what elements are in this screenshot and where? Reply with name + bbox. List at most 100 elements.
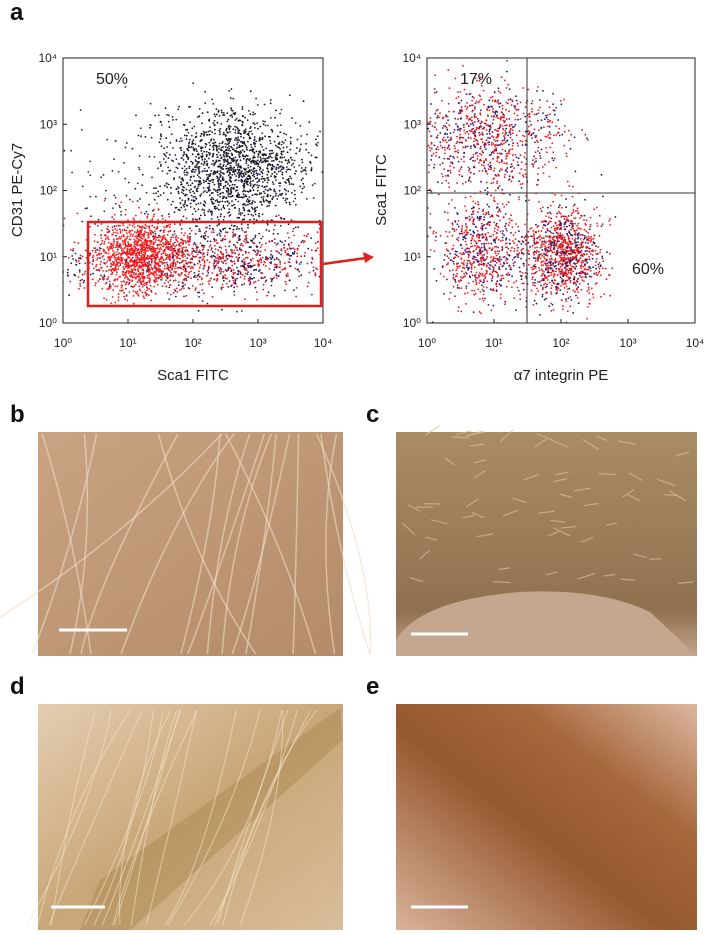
dot xyxy=(187,172,189,174)
dot xyxy=(290,141,292,143)
dot xyxy=(248,131,250,133)
dot xyxy=(129,266,131,268)
dot xyxy=(159,141,161,143)
dot xyxy=(222,284,224,286)
dot xyxy=(209,185,211,187)
dot xyxy=(194,196,196,198)
dot xyxy=(249,211,251,213)
dot xyxy=(210,170,212,172)
dot xyxy=(454,151,456,153)
dot xyxy=(219,143,221,145)
dot xyxy=(277,251,279,253)
dot xyxy=(112,289,114,291)
dot xyxy=(194,272,196,274)
dot xyxy=(187,237,189,239)
dot xyxy=(502,140,504,142)
dot xyxy=(189,233,191,235)
dot xyxy=(193,126,195,128)
dot xyxy=(184,174,186,176)
dot xyxy=(141,291,143,293)
dot xyxy=(223,219,225,221)
dot xyxy=(174,233,176,235)
dot xyxy=(100,253,102,255)
dot xyxy=(484,249,486,251)
dot xyxy=(294,198,296,200)
dot xyxy=(276,267,278,269)
dot xyxy=(185,278,187,280)
dot xyxy=(217,216,219,218)
dot xyxy=(205,180,207,182)
dot xyxy=(247,213,249,215)
dot xyxy=(275,205,277,207)
dot xyxy=(480,114,482,116)
dot xyxy=(195,159,197,161)
dot xyxy=(127,226,129,228)
dot xyxy=(159,185,161,187)
dot xyxy=(135,273,137,275)
dot xyxy=(227,212,229,214)
dot xyxy=(193,250,195,252)
dot xyxy=(207,240,209,242)
dot xyxy=(243,175,245,177)
dot xyxy=(489,133,491,135)
dot xyxy=(269,153,271,155)
dot xyxy=(95,251,97,253)
dot xyxy=(465,105,467,107)
dot xyxy=(497,128,499,130)
dot xyxy=(564,125,566,127)
dot xyxy=(487,281,489,283)
dot xyxy=(261,244,263,246)
dot xyxy=(269,140,271,142)
dot xyxy=(221,309,223,311)
dot xyxy=(220,123,222,125)
dot xyxy=(286,248,288,250)
dot xyxy=(525,173,527,175)
dot xyxy=(209,175,211,177)
dot xyxy=(540,157,542,159)
dot xyxy=(461,137,463,139)
dot xyxy=(240,141,242,143)
dot xyxy=(274,224,276,226)
dot xyxy=(138,207,140,209)
dot xyxy=(529,113,531,115)
dot xyxy=(264,276,266,278)
dot xyxy=(179,262,181,264)
dot xyxy=(141,227,143,229)
dot xyxy=(497,140,499,142)
dot xyxy=(544,164,546,166)
dot xyxy=(253,174,255,176)
dot xyxy=(524,152,526,154)
dot xyxy=(342,270,344,272)
dot xyxy=(492,96,494,98)
dot xyxy=(447,69,449,71)
dot xyxy=(242,261,244,263)
dot xyxy=(469,130,471,132)
dot xyxy=(198,176,200,178)
dot xyxy=(195,204,197,206)
dot xyxy=(279,182,281,184)
dot xyxy=(284,188,286,190)
dot xyxy=(421,132,423,134)
dot xyxy=(267,125,269,127)
dot xyxy=(223,159,225,161)
dot xyxy=(199,140,201,142)
dot xyxy=(97,241,99,243)
dot xyxy=(271,130,273,132)
dot xyxy=(162,252,164,254)
dot xyxy=(263,161,265,163)
dot xyxy=(207,275,209,277)
dot xyxy=(118,259,120,261)
dot xyxy=(120,256,122,258)
dot xyxy=(267,182,269,184)
dot xyxy=(502,125,504,127)
dot xyxy=(182,155,184,157)
dot xyxy=(171,247,173,249)
dot xyxy=(500,92,502,94)
dot xyxy=(233,171,235,173)
dot xyxy=(181,199,183,201)
dot xyxy=(220,287,222,289)
dot xyxy=(225,249,227,251)
dot xyxy=(329,191,331,193)
dot xyxy=(304,255,306,257)
dot xyxy=(230,189,232,191)
